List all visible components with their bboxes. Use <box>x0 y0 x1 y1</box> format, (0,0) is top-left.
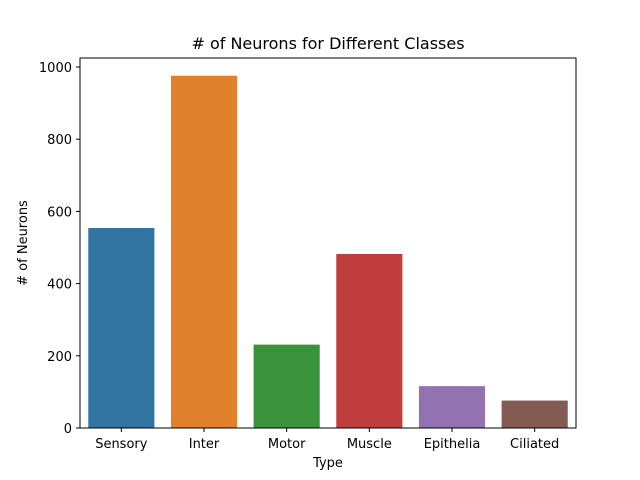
chart-title: # of Neurons for Different Classes <box>191 34 464 53</box>
y-tick-label: 600 <box>47 205 72 220</box>
y-tick-label: 1000 <box>39 61 72 76</box>
bar-inter <box>170 75 238 428</box>
x-tick-label: Motor <box>268 437 306 452</box>
x-axis-label: Type <box>312 456 343 471</box>
bar-sensory <box>88 228 155 428</box>
x-tick-label: Inter <box>189 437 220 452</box>
y-tick-label: 800 <box>47 133 72 148</box>
bar-ciliated <box>501 400 568 428</box>
x-tick-label: Ciliated <box>510 437 559 452</box>
x-tick-label: Epithelia <box>424 437 481 452</box>
y-axis: 0 200 400 600 800 1000 <box>39 61 80 437</box>
y-tick-label: 0 <box>64 422 72 437</box>
y-tick-label: 400 <box>47 278 72 293</box>
x-axis: Sensory Inter Motor Muscle Epithelia Ciliated <box>95 428 559 452</box>
bar-motor <box>253 344 320 428</box>
y-tick-label: 200 <box>47 350 72 365</box>
x-tick-label: Muscle <box>347 437 392 452</box>
plot-frame <box>79 57 577 429</box>
bar-epithelia <box>418 386 486 428</box>
plot-area <box>88 75 568 428</box>
bar-muscle <box>336 254 403 428</box>
y-axis-label: # of Neurons <box>16 200 31 286</box>
x-tick-label: Sensory <box>95 437 148 452</box>
